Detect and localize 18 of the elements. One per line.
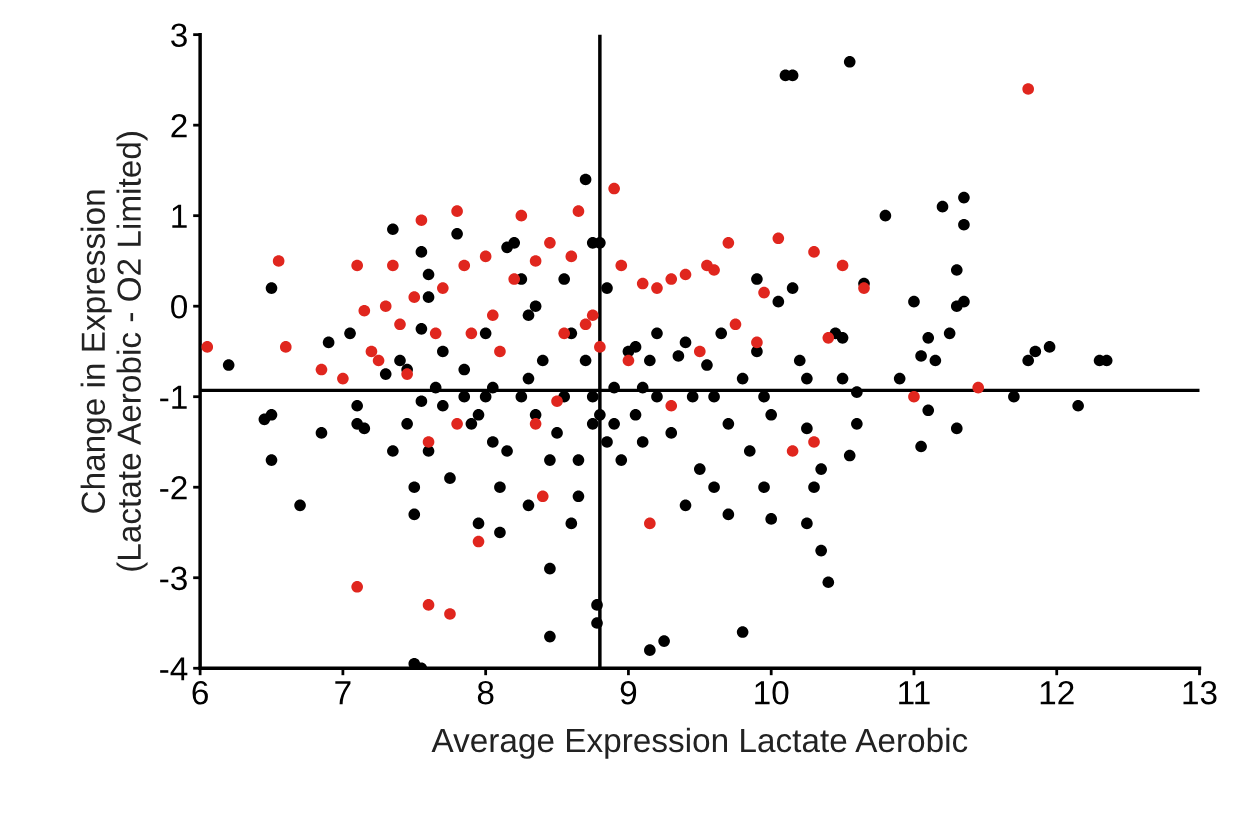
x-tick-label: 9 (620, 680, 637, 705)
x-tick-label: 12 (1040, 680, 1074, 705)
x-tick-label: 11 (899, 681, 930, 705)
x-axis-title: Average Expression Lactate Aerobic (431, 727, 968, 759)
y-tick-label: -4 (160, 657, 188, 681)
y-tick-label: 3 (171, 23, 187, 48)
x-tick-label: 10 (755, 680, 789, 705)
x-tick-label: 6 (192, 680, 208, 705)
x-tick-label: 13 (1183, 680, 1217, 705)
y-tick-label: -2 (160, 476, 187, 500)
y-tick-label: 0 (171, 294, 188, 319)
y-tick-label: 2 (171, 113, 187, 138)
y-tick-label: 1 (172, 204, 187, 228)
y-tick-label: -1 (160, 385, 187, 409)
y-axis-title: Change in Expression (Lactate Aerobic - O2 Limited) (80, 132, 148, 571)
y-tick-label: -3 (160, 566, 187, 591)
x-tick-label: 8 (477, 680, 494, 705)
x-tick-label: 7 (335, 681, 351, 705)
